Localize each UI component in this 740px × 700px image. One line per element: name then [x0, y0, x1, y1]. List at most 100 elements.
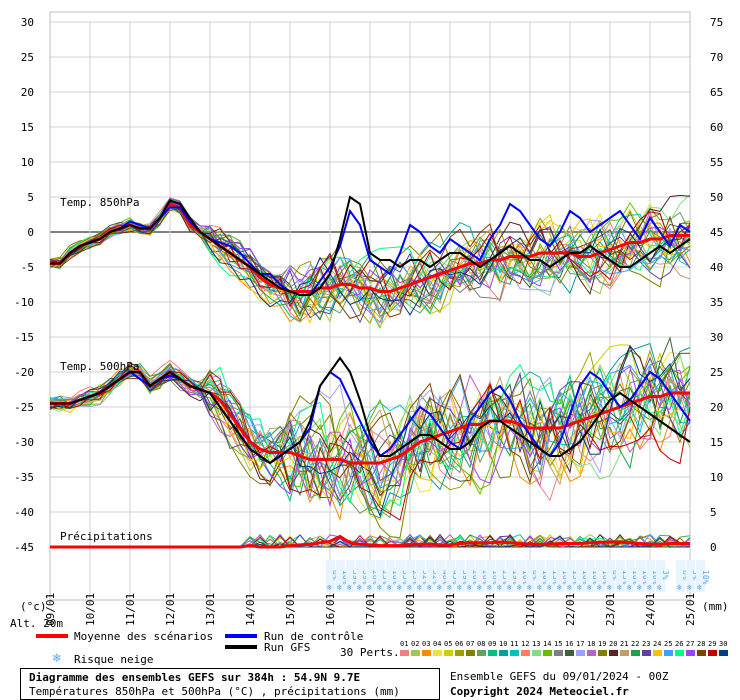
perturbation-line: [49, 197, 691, 324]
pert-color-swatch: [532, 650, 541, 656]
snow-risk-cell: [406, 560, 415, 592]
snow-risk-value: 13%: [571, 570, 580, 585]
pert-color-swatch: [719, 650, 728, 656]
left-tick-label: 5: [27, 191, 34, 204]
snowflake-icon: ❄: [687, 583, 692, 592]
right-tick-label: 60: [710, 121, 723, 134]
panel-label-500: Temp. 500hPa: [60, 360, 140, 373]
left-tick-label: -5: [21, 261, 34, 274]
pert-color-swatch: [598, 650, 607, 656]
snow-risk-value: 16%: [601, 570, 610, 585]
snow-risk-cell: [366, 560, 375, 592]
pert-number: 15: [554, 640, 563, 648]
snow-risk-cell: [486, 560, 495, 592]
perturbation-line: [49, 371, 691, 505]
pert-number: 30: [719, 640, 728, 648]
snow-risk-value: 3%: [691, 570, 700, 580]
x-date-label: 14/01: [244, 593, 257, 626]
x-date-label: 11/01: [124, 593, 137, 626]
snowflake-icon: ❄: [367, 583, 372, 592]
snow-risk-cell: [336, 560, 345, 592]
snow-risk-value: 10%: [701, 570, 710, 585]
pert-color-swatch: [697, 650, 706, 656]
right-tick-label: 5: [710, 506, 717, 519]
right-tick-label: 20: [710, 401, 723, 414]
right-tick-label: 65: [710, 86, 723, 99]
pert-number: 08: [477, 640, 486, 648]
snow-risk-value: 6%: [531, 570, 540, 580]
snow-risk-cell: [516, 560, 525, 592]
snow-risk-value: 6%: [611, 570, 620, 580]
pert-color-swatch: [510, 650, 519, 656]
snowflake-icon: ❄: [677, 583, 682, 592]
x-date-label: 12/01: [164, 593, 177, 626]
x-date-label: 22/01: [564, 593, 577, 626]
snow-risk-cell: [416, 560, 425, 592]
pert-number: 29: [708, 640, 717, 648]
pert-number: 27: [686, 640, 695, 648]
snow-risk-value: 39%: [461, 570, 470, 585]
pert-color-swatch: [642, 650, 651, 656]
pert-color-swatch: [400, 650, 409, 656]
pert-color-swatch: [411, 650, 420, 656]
left-tick-label: 20: [21, 86, 34, 99]
snow-risk-cell: [686, 560, 695, 592]
pert-number: 07: [466, 640, 475, 648]
snowflake-icon: ❄: [537, 583, 542, 592]
right-tick-label: 50: [710, 191, 723, 204]
snow-risk-value: 23%: [501, 570, 510, 585]
snowflake-icon: ❄: [637, 583, 642, 592]
left-axis-unit: (°c): [20, 600, 47, 613]
x-date-label: 25/01: [684, 593, 697, 626]
snow-risk-value: 16%: [631, 570, 640, 585]
left-tick-label: -30: [14, 436, 34, 449]
pert-color-swatch: [488, 650, 497, 656]
legend-gfs-swatch: [225, 645, 257, 649]
gfs-run-line: [50, 195, 691, 296]
plot-frame: [49, 11, 691, 601]
right-tick-label: 70: [710, 51, 723, 64]
pert-color-swatch: [554, 650, 563, 656]
snow-risk-cell: [356, 560, 365, 592]
x-date-label: 09/01: [44, 593, 57, 626]
snow-risk-cell: [396, 560, 405, 592]
right-axis-unit: (mm): [702, 600, 729, 613]
pert-color-swatch: [565, 650, 574, 656]
snowflake-icon: ❄: [617, 583, 622, 592]
snowflake-icon: ❄: [547, 583, 552, 592]
snow-risk-value: 16%: [341, 570, 350, 585]
left-tick-label: -10: [14, 296, 34, 309]
snow-risk-cell: [526, 560, 535, 592]
snowflake-icon: ❄: [477, 583, 482, 592]
snow-risk-cell: [566, 560, 575, 592]
snow-risk-cell: [496, 560, 505, 592]
x-date-label: 21/01: [524, 593, 537, 626]
pert-number: 17: [576, 640, 585, 648]
snow-risk-cell: [626, 560, 635, 592]
legend-mean-label: Moyenne des scénarios: [74, 630, 214, 643]
snowflake-icon: ❄: [327, 583, 332, 592]
pert-number: 19: [598, 640, 607, 648]
snow-risk-value: 6%: [681, 570, 690, 580]
pert-number: 03: [422, 640, 431, 648]
snowflake-icon: ❄: [607, 583, 612, 592]
snowflake-icon: ❄: [567, 583, 572, 592]
left-tick-label: -25: [14, 401, 34, 414]
snow-risk-value: 10%: [641, 570, 650, 585]
perturbation-line: [49, 362, 691, 539]
x-date-label: 17/01: [364, 593, 377, 626]
snow-risk-value: 23%: [411, 570, 420, 585]
pert-color-swatch: [433, 650, 442, 656]
snow-risk-value: 16%: [491, 570, 500, 585]
legend-mean-swatch: [36, 634, 68, 638]
pert-color-swatch: [499, 650, 508, 656]
pert-color-swatch: [609, 650, 618, 656]
main-series: [50, 195, 691, 549]
pert-color-swatch: [466, 650, 475, 656]
pert-number: 20: [609, 640, 618, 648]
snowflake-icon: ❄: [557, 583, 562, 592]
pert-number: 18: [587, 640, 596, 648]
x-date-label: 10/01: [84, 593, 97, 626]
